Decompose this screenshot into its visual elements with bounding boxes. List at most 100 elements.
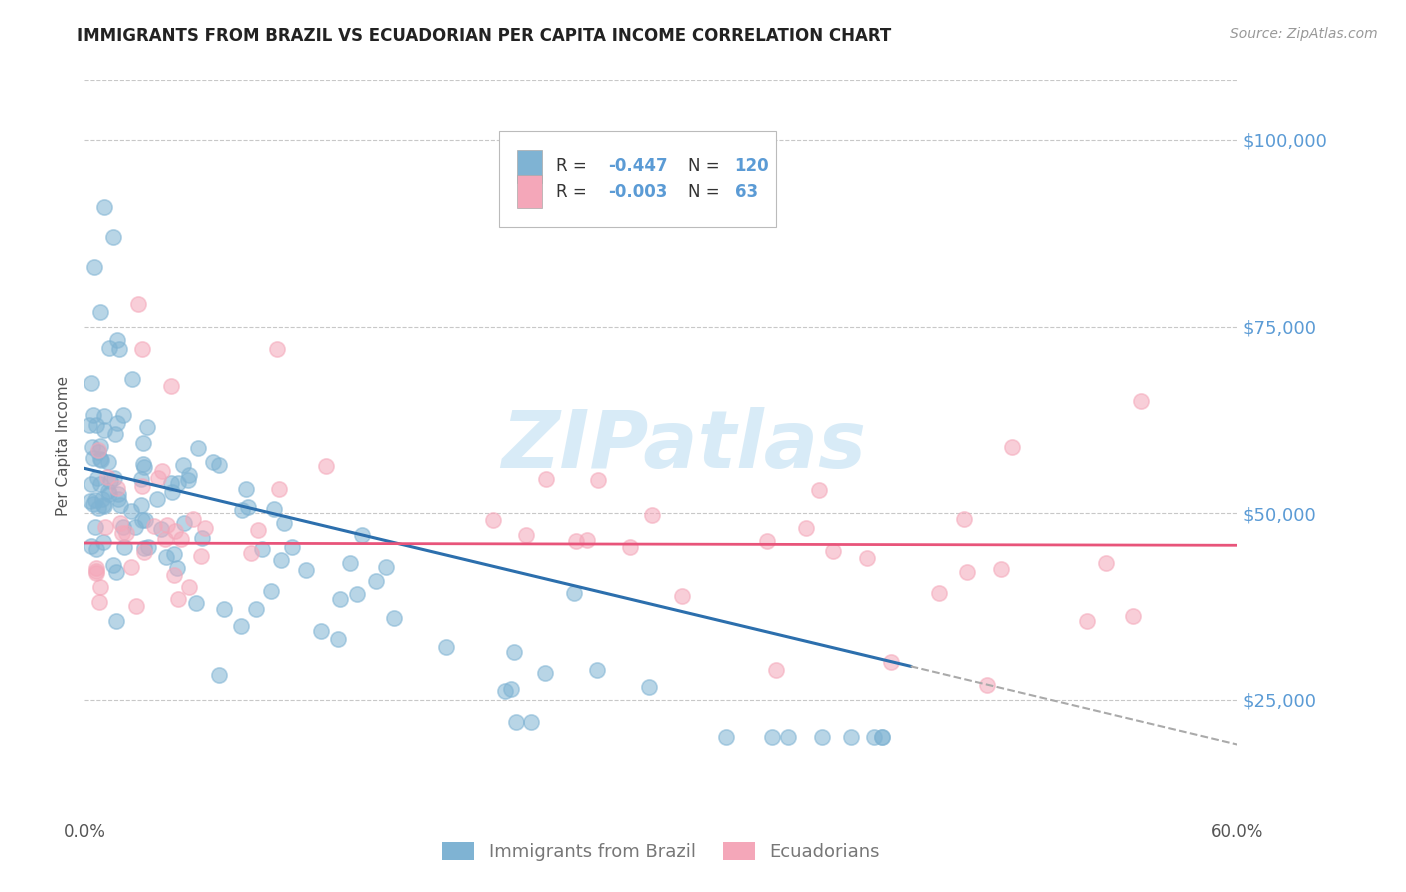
Point [84, 542, 107, 557]
Point [153, 532, 176, 546]
Point [928, 586, 950, 600]
Point [374, 560, 396, 574]
Point [143, 519, 166, 533]
Point [346, 587, 368, 601]
Point [776, 730, 799, 744]
Point [167, 592, 190, 607]
Point [586, 664, 609, 678]
Point [194, 521, 217, 535]
Point [89, 477, 111, 491]
Point [155, 518, 177, 533]
Point [240, 546, 263, 560]
Point [810, 730, 832, 744]
Point [120, 559, 142, 574]
Point [765, 663, 787, 677]
Point [434, 640, 457, 654]
Point [952, 512, 974, 526]
Point [121, 372, 143, 386]
Point [93, 423, 115, 437]
Text: R =: R = [555, 157, 592, 175]
Point [93, 200, 115, 214]
Point [134, 513, 156, 527]
FancyBboxPatch shape [499, 131, 776, 227]
Point [671, 589, 693, 603]
Point [103, 230, 124, 244]
Point [103, 471, 125, 485]
Point [187, 441, 209, 455]
Point [1122, 609, 1144, 624]
Point [761, 730, 783, 744]
Point [84, 561, 107, 575]
Point [231, 503, 253, 517]
Point [976, 678, 998, 692]
Point [96, 470, 118, 484]
Text: N =: N = [689, 183, 720, 201]
Point [956, 565, 979, 579]
Point [179, 580, 201, 594]
Point [208, 668, 231, 682]
Point [534, 472, 557, 486]
Text: -0.003: -0.003 [607, 183, 668, 201]
Point [329, 591, 352, 606]
Point [177, 467, 200, 482]
Point [84, 492, 107, 507]
Point [112, 408, 135, 422]
Point [107, 491, 129, 506]
Point [565, 533, 588, 548]
Point [160, 379, 183, 393]
Point [108, 516, 131, 530]
Point [202, 455, 225, 469]
Point [131, 342, 153, 356]
Point [80, 376, 103, 390]
Point [82, 409, 104, 423]
Point [637, 681, 659, 695]
Point [136, 420, 159, 434]
Point [990, 561, 1012, 575]
Point [112, 520, 135, 534]
Point [309, 624, 332, 638]
Point [315, 459, 337, 474]
Point [98, 487, 121, 501]
Point [266, 342, 288, 356]
Point [263, 502, 285, 516]
Point [186, 596, 208, 610]
Point [105, 481, 128, 495]
Point [129, 498, 152, 512]
Point [132, 436, 155, 450]
Point [132, 460, 155, 475]
Point [177, 474, 200, 488]
Point [794, 521, 817, 535]
Point [281, 540, 304, 554]
Point [155, 549, 177, 564]
Text: IMMIGRANTS FROM BRAZIL VS ECUADORIAN PER CAPITA INCOME CORRELATION CHART: IMMIGRANTS FROM BRAZIL VS ECUADORIAN PER… [77, 27, 891, 45]
Point [619, 541, 641, 555]
Point [105, 333, 128, 347]
Text: Source: ZipAtlas.com: Source: ZipAtlas.com [1230, 27, 1378, 41]
Point [79, 418, 101, 433]
Point [519, 715, 541, 730]
Point [808, 483, 831, 498]
Point [352, 528, 374, 542]
Point [89, 304, 111, 318]
Point [146, 471, 169, 485]
Point [89, 439, 111, 453]
Text: 120: 120 [734, 157, 769, 175]
Point [96, 455, 118, 469]
Point [872, 730, 894, 744]
Point [714, 730, 737, 744]
Point [863, 730, 886, 744]
Bar [517, 176, 543, 208]
Point [138, 540, 160, 554]
Point [382, 611, 405, 625]
Text: ZIPatlas: ZIPatlas [502, 407, 866, 485]
Point [190, 549, 212, 563]
Point [127, 297, 149, 311]
Point [105, 614, 128, 628]
Point [821, 544, 844, 558]
Point [641, 508, 664, 522]
Point [125, 599, 148, 613]
Point [515, 527, 537, 541]
Point [90, 492, 112, 507]
Point [166, 561, 188, 575]
Point [149, 523, 172, 537]
